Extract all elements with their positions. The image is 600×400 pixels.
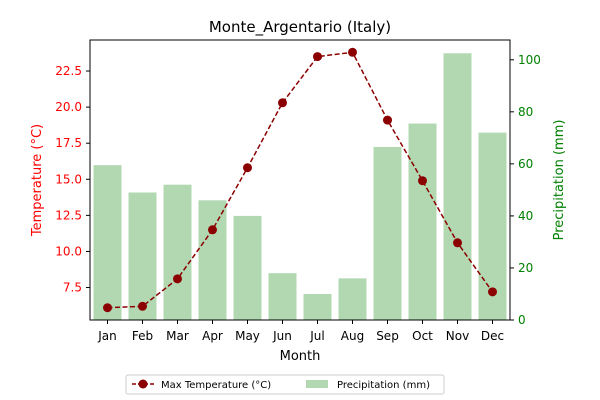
precip-bar-jun	[268, 273, 297, 320]
y-right-tick-label: 100	[518, 53, 541, 67]
temperature-line-layer	[103, 47, 497, 313]
temperature-point-feb	[138, 301, 147, 311]
y-left-tick-label: 10.0	[55, 244, 82, 258]
x-tick-label: Aug	[341, 329, 364, 343]
y-right-tick-label: 20	[518, 261, 533, 275]
x-tick-label: Jul	[309, 329, 324, 343]
x-tick-label: Dec	[481, 329, 504, 343]
x-tick-label: May	[235, 329, 260, 343]
temperature-point-may	[243, 163, 252, 173]
x-tick-label: Jun	[272, 329, 292, 343]
y-right-axis-ticks: 0 20 40 60 80 100	[510, 53, 541, 327]
x-tick-label: Feb	[132, 329, 153, 343]
y-left-tick-label: 7.5	[63, 281, 82, 295]
precip-bar-apr	[198, 200, 227, 320]
temperature-point-aug	[348, 47, 357, 57]
y-right-tick-label: 80	[518, 105, 533, 119]
temperature-point-jul	[313, 52, 322, 62]
temperature-point-jun	[278, 98, 287, 108]
y-left-axis-label: Temperature (°C)	[30, 124, 45, 237]
temperature-point-jan	[103, 303, 112, 313]
x-tick-label: Nov	[446, 329, 469, 343]
precip-bar-may	[233, 215, 262, 320]
precip-bar-nov	[443, 53, 472, 321]
legend-bar-swatch	[306, 380, 328, 388]
y-left-tick-label: 22.5	[55, 64, 82, 78]
x-tick-label: Jan	[97, 329, 117, 343]
precip-bar-oct	[408, 123, 437, 320]
temperature-line	[107, 51, 494, 309]
temperature-point-mar	[173, 274, 182, 284]
y-right-tick-label: 60	[518, 157, 533, 171]
precip-bar-sep	[373, 146, 402, 320]
x-tick-label: Apr	[202, 329, 223, 343]
y-right-tick-label: 0	[518, 313, 526, 327]
legend-label-precipitation: Precipitation (mm)	[337, 380, 430, 391]
temperature-point-oct	[418, 176, 427, 186]
temperature-point-sep	[383, 115, 392, 125]
y-right-tick-label: 40	[518, 209, 533, 223]
precip-bar-jan	[93, 165, 122, 320]
plot-frame	[89, 39, 511, 321]
y-left-tick-label: 12.5	[55, 208, 82, 222]
y-left-tick-label: 20.0	[55, 100, 82, 114]
precip-bar-mar	[163, 184, 192, 320]
legend: Max Temperature (°C) Precipitation (mm)	[125, 374, 445, 395]
y-right-axis-label: Precipitation (mm)	[552, 120, 567, 241]
legend-box	[125, 374, 445, 395]
temperature-point-nov	[453, 238, 462, 248]
precipitation-bars	[93, 53, 507, 321]
precip-bar-aug	[338, 278, 367, 320]
legend-label-temperature: Max Temperature (°C)	[161, 380, 271, 391]
precip-bar-jul	[303, 293, 332, 320]
y-left-tick-label: 17.5	[55, 136, 82, 150]
y-left-axis-ticks: 7.5 10.0 12.5 15.0 17.5 20.0 22.5	[55, 64, 90, 295]
x-axis-label: Month	[280, 349, 321, 364]
temperature-point-dec	[488, 287, 497, 297]
chart-title: Monte_Argentario (Italy)	[209, 18, 391, 37]
x-axis-ticks: Jan Feb Mar Apr May Jun Jul Aug Sep Oct Nov Dec	[97, 320, 504, 343]
x-tick-label: Mar	[166, 329, 189, 343]
x-tick-label: Sep	[376, 329, 399, 343]
temperature-point-apr	[208, 225, 217, 235]
y-left-tick-label: 15.0	[55, 172, 82, 186]
x-tick-label: Oct	[412, 329, 433, 343]
legend-line-marker	[138, 379, 148, 389]
precip-bar-feb	[128, 192, 157, 320]
